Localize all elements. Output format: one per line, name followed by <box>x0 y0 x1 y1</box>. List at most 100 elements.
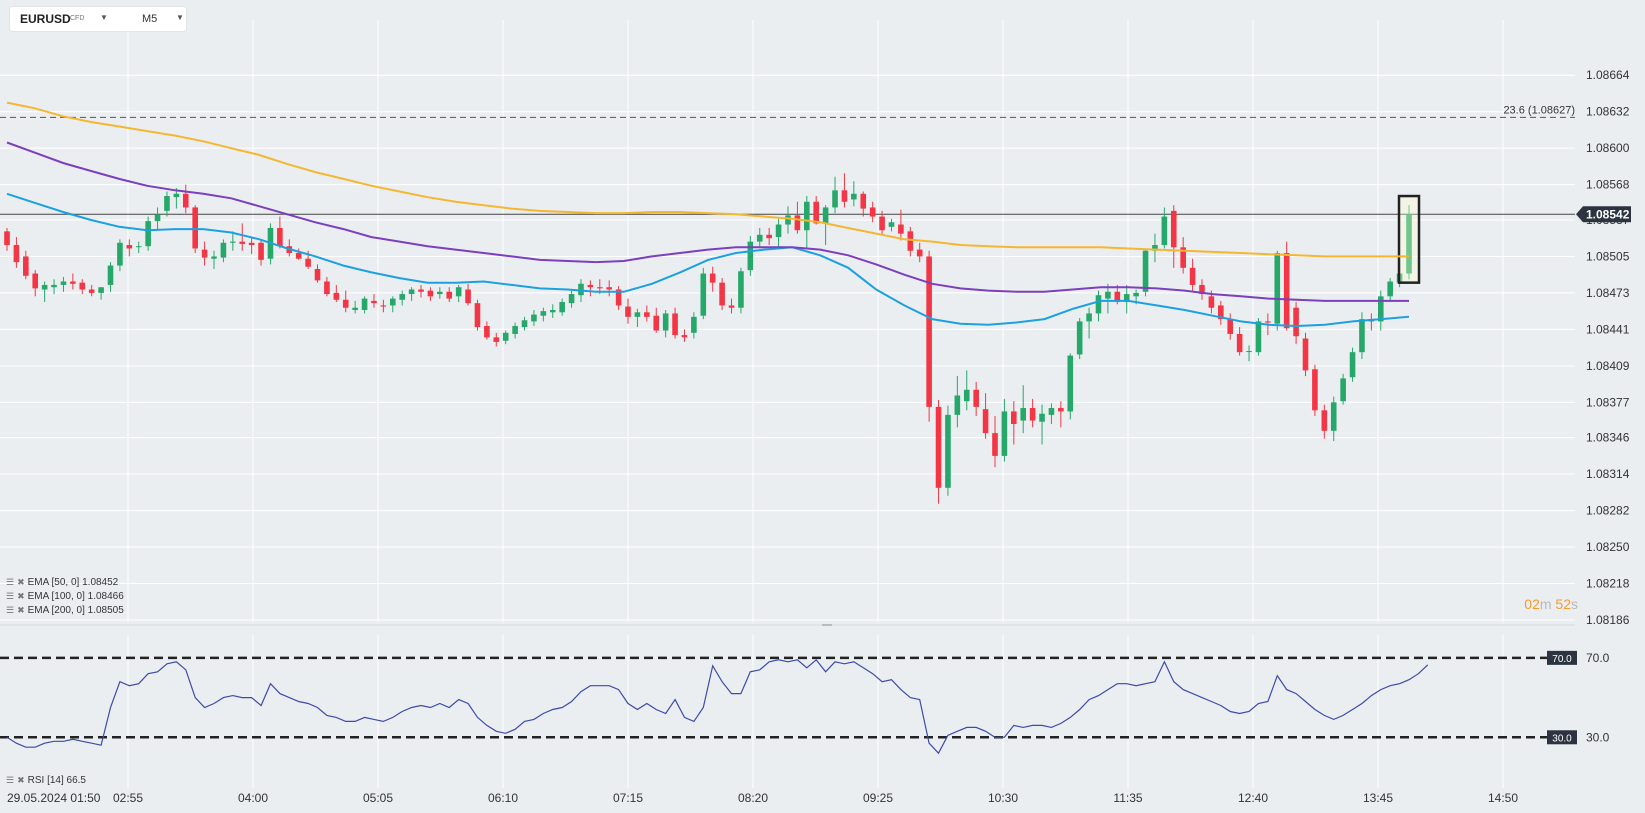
candle-body <box>1114 291 1121 303</box>
ema100-line <box>6 141 1409 302</box>
candle-body <box>1048 408 1055 415</box>
candle-body <box>1152 245 1158 251</box>
candle-body <box>1039 413 1045 422</box>
candle-body <box>342 299 349 308</box>
candle-body <box>634 312 641 317</box>
candle-body <box>220 242 227 258</box>
candle-body <box>531 314 537 322</box>
y-tick-label: 1.08505 <box>1586 249 1630 263</box>
candle-body <box>1359 319 1365 353</box>
candle-body <box>230 241 236 243</box>
candle-body <box>1208 296 1215 308</box>
y-tick-label: 1.08250 <box>1586 540 1630 554</box>
candle-body <box>869 207 876 217</box>
candle-body <box>211 256 217 259</box>
candle-body <box>521 320 528 328</box>
timeframe-dropdown-icon[interactable]: ▼ <box>176 13 184 22</box>
candle-body <box>1236 333 1243 353</box>
symbol-name: EURUSD <box>20 12 71 26</box>
candle-body <box>324 281 330 295</box>
y-tick-label: 1.08282 <box>1586 504 1630 518</box>
ema50-legend[interactable]: ☰ ✖ EMA [50, 0] 1.08452 <box>6 577 118 588</box>
candle-body <box>305 258 311 267</box>
ema200-legend[interactable]: ☰ ✖ EMA [200, 0] 1.08505 <box>6 605 124 616</box>
settings-icon[interactable]: ☰ <box>6 775 15 785</box>
candle-body <box>371 300 377 304</box>
countdown-min-unit: m <box>1539 596 1552 612</box>
y-tick-label: 1.08632 <box>1586 105 1630 119</box>
candle-body <box>578 283 584 296</box>
rsi-level-tag-label: 30.0 <box>1552 733 1572 744</box>
candle-body <box>192 207 198 249</box>
candle-body <box>728 305 735 308</box>
candle-body <box>23 256 29 276</box>
candle-body <box>493 337 500 342</box>
candle-body <box>540 311 547 316</box>
candle-body <box>79 282 86 290</box>
candle-body <box>615 289 622 306</box>
candle-body <box>644 312 650 317</box>
countdown-minutes: 02 <box>1524 596 1540 612</box>
candle-body <box>1142 250 1149 292</box>
candle-body <box>1293 307 1299 337</box>
candle-body <box>1133 292 1139 297</box>
x-tick-label: 06:10 <box>488 791 518 805</box>
candle-body <box>606 287 613 290</box>
candle-body <box>1029 408 1036 421</box>
current-price-tag: 1.08542 <box>1576 206 1631 223</box>
ema100-legend[interactable]: ☰ ✖ EMA [100, 0] 1.08466 <box>6 591 124 602</box>
candle-body <box>1020 408 1027 421</box>
candle-body <box>88 289 95 293</box>
candle-body <box>709 273 716 283</box>
candle-body <box>775 224 782 238</box>
candle-body <box>1283 253 1290 329</box>
x-tick-label: 09:25 <box>863 791 893 805</box>
rsi-legend[interactable]: ☰ ✖ RSI [14] 66.5 <box>6 775 86 786</box>
candle-body <box>549 310 556 313</box>
rsi-pane: 70.0 70.0 30.0 30.0 <box>0 650 1610 755</box>
candle-body <box>399 294 405 300</box>
candle-body <box>1312 369 1318 411</box>
timeframe-label[interactable]: M5 <box>142 13 158 25</box>
fib-line-label: 23.6 (1.08627) <box>1503 104 1575 116</box>
candle-body <box>164 196 170 211</box>
candle-body <box>248 242 255 246</box>
candle-body <box>1218 305 1224 320</box>
candle-body <box>700 273 707 316</box>
candle-body <box>662 313 669 331</box>
candle-body <box>747 241 754 271</box>
rsi-level-tag <box>1547 650 1577 665</box>
symbol-dropdown-icon[interactable]: ▼ <box>100 13 108 22</box>
settings-icon[interactable]: ☰ <box>6 577 15 587</box>
price-axis-background <box>1575 0 1645 813</box>
candle-body <box>681 335 688 338</box>
candle-body <box>408 289 415 295</box>
candle-body <box>70 281 76 284</box>
close-icon[interactable]: ✖ <box>17 605 25 615</box>
candle-body <box>888 222 895 227</box>
candle-body <box>239 241 246 244</box>
close-icon[interactable]: ✖ <box>17 775 25 785</box>
symbol-selector[interactable]: EURUSD CFD ▼ M5 ▼ <box>10 7 186 31</box>
candle-body <box>51 284 57 288</box>
candle-body <box>1340 378 1346 402</box>
rsi-y-tick-label: 70.0 <box>1586 651 1610 665</box>
candle-body <box>559 302 565 313</box>
settings-icon[interactable]: ☰ <box>6 591 15 601</box>
close-icon[interactable]: ✖ <box>17 591 25 601</box>
candle-body <box>1227 319 1234 334</box>
x-tick-label: 12:40 <box>1238 791 1268 805</box>
grid-lines <box>0 20 1575 788</box>
y-tick-label: 1.08186 <box>1586 613 1630 627</box>
candle-body <box>1011 411 1017 424</box>
candle-body <box>1170 210 1177 248</box>
candle-body <box>794 215 801 231</box>
rsi-line <box>6 658 1429 755</box>
close-icon[interactable]: ✖ <box>17 577 25 587</box>
candle-body <box>1067 355 1074 412</box>
candle-body <box>945 414 951 488</box>
candle-body <box>1406 214 1412 274</box>
settings-icon[interactable]: ☰ <box>6 605 15 615</box>
candle-body <box>333 292 340 300</box>
